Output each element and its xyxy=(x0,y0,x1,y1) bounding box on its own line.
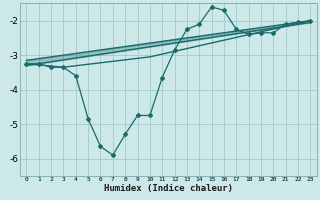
X-axis label: Humidex (Indice chaleur): Humidex (Indice chaleur) xyxy=(104,184,233,193)
